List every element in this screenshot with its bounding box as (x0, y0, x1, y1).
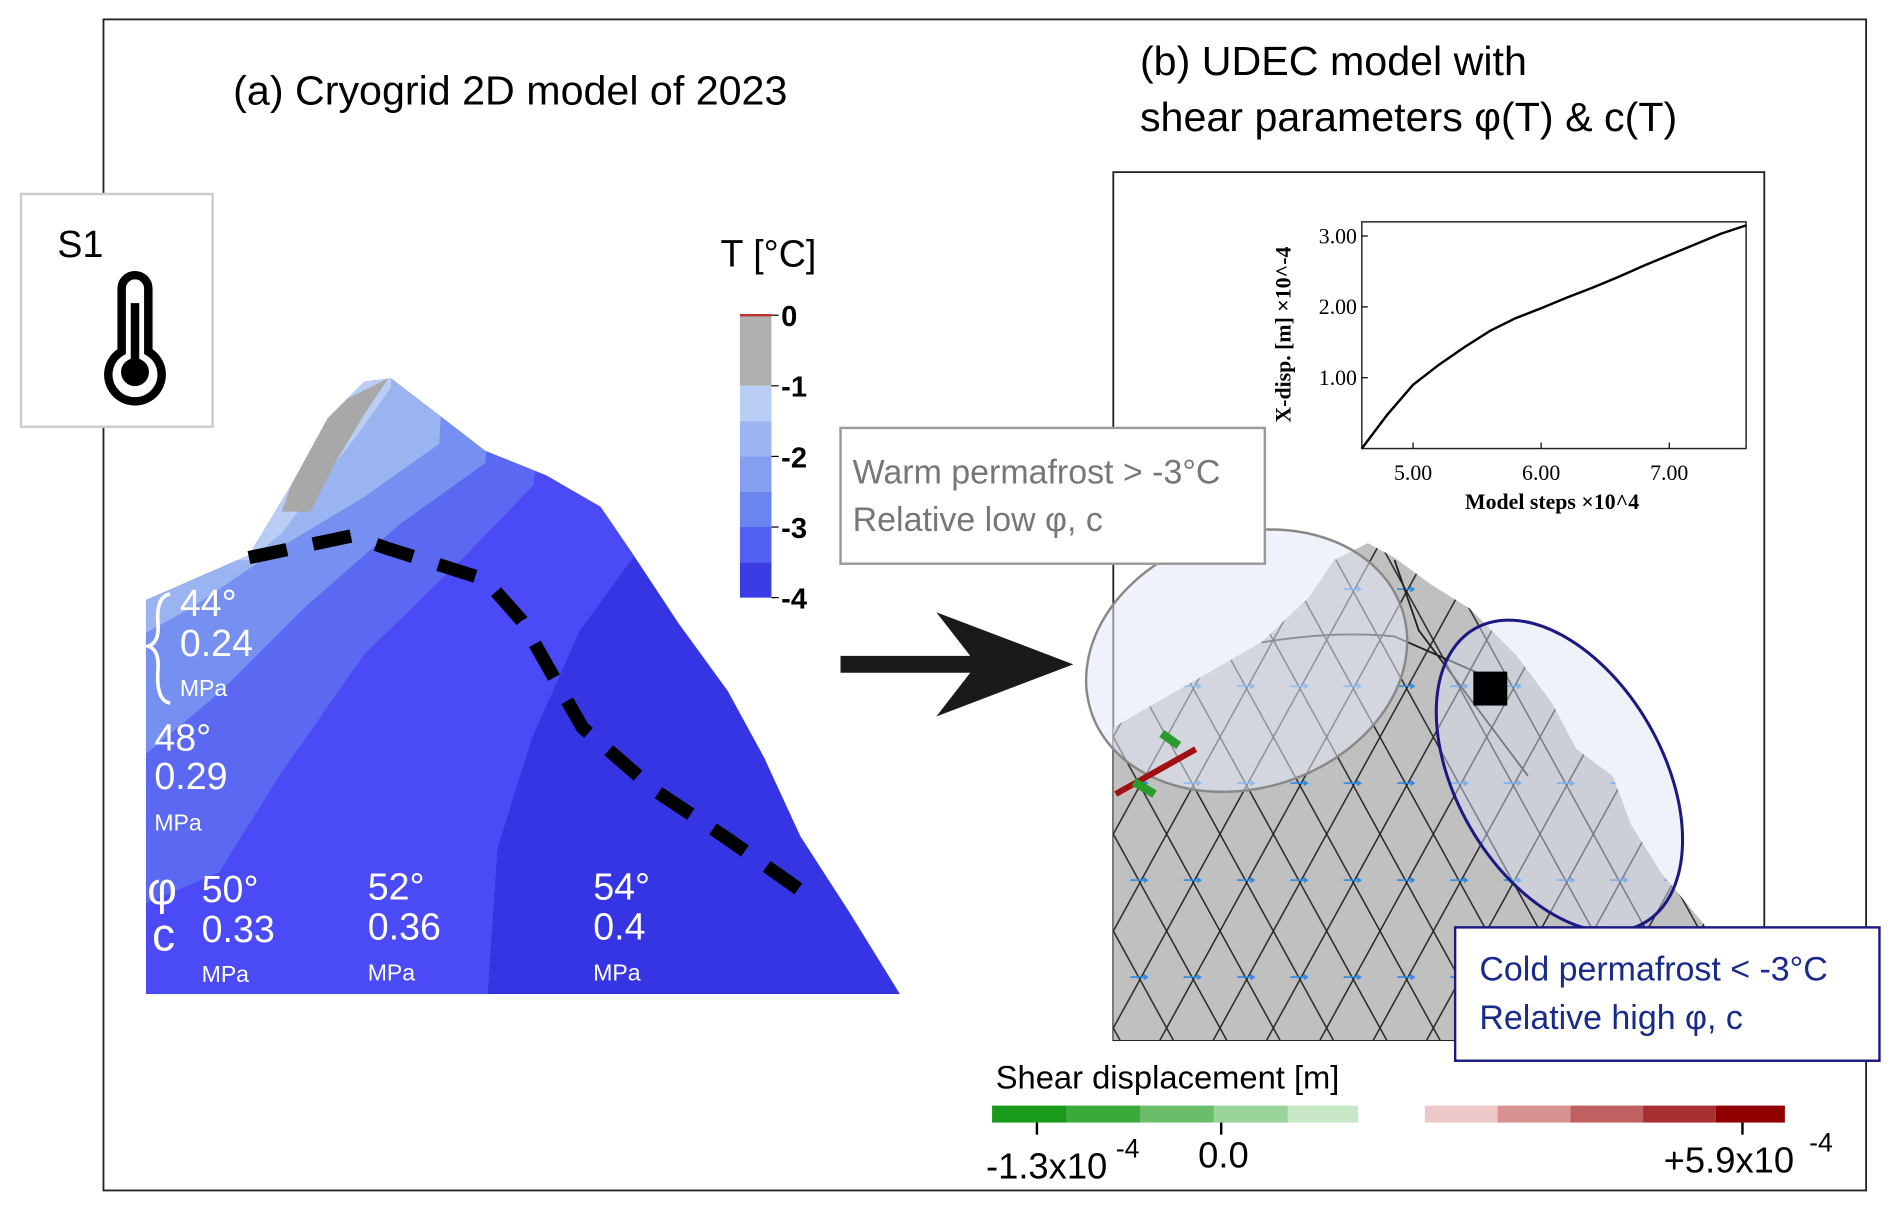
unit: MPa (180, 675, 228, 701)
colorbar-tick-label: -4 (781, 584, 808, 616)
c-value: 0.24 (180, 622, 253, 664)
shear-green (1159, 729, 1182, 750)
shear-tick-label: -1.3x10 (986, 1145, 1107, 1186)
temperature-colorbar: 0 -1 -2 -3 -4 (739, 301, 808, 616)
colorbar-band (739, 421, 772, 457)
c-value: 0.29 (154, 755, 227, 797)
colorbar-band (739, 315, 772, 386)
x-axis-label: Model steps ×10^4 (1465, 490, 1639, 514)
warm-text: Relative low φ, c (853, 501, 1103, 539)
panel-a-title: (a) Cryogrid 2D model of 2023 (233, 67, 787, 113)
phi-value: 54° (593, 866, 650, 908)
inset-chart: 5.00 6.00 7.00 1.00 2.00 3.00 (1319, 224, 1747, 485)
thermometer-icon (104, 270, 166, 406)
colorbar-band (739, 527, 772, 563)
cold-box (1453, 926, 1881, 1062)
shear-tick-exponent: -4 (1116, 1134, 1140, 1164)
phi-value: 52° (368, 866, 425, 908)
shear-tick-label: 0.0 (1198, 1134, 1249, 1175)
c-value: 0.33 (202, 908, 275, 950)
phi-value: 44° (180, 582, 237, 624)
brace (142, 592, 171, 705)
warm-box (839, 426, 1267, 565)
panel-b-title: shear parameters φ(T) & c(T) (1140, 94, 1677, 140)
c-value: 0.36 (368, 906, 441, 948)
y-tick-label: 1.00 (1319, 366, 1357, 390)
c-value: 0.4 (593, 906, 645, 948)
y-axis-label: X-disp. [m] ×10^-4 (1271, 247, 1295, 423)
warm-text: Warm permafrost > -3°C (853, 454, 1221, 492)
c-symbol: c (152, 908, 175, 960)
cold-text: Relative high φ, c (1479, 999, 1742, 1037)
temperature-field (145, 378, 900, 995)
colorbar-band (739, 562, 772, 598)
unit: MPa (368, 960, 416, 986)
colorbar-tick-label: -2 (781, 442, 807, 474)
colorbar-tick-label: 0 (781, 301, 797, 333)
y-tick-label: 3.00 (1319, 224, 1357, 248)
colorbar-band (739, 385, 772, 422)
colorbar-tick-label: -3 (781, 513, 807, 545)
phi-value: 50° (202, 868, 259, 910)
shear-colorbar-title: Shear displacement [m] (996, 1059, 1340, 1096)
shear-tick-exponent: -4 (1809, 1128, 1833, 1158)
colorbar-title: T [°C] (721, 233, 817, 275)
monitor-point (1473, 671, 1508, 706)
y-tick-label: 2.00 (1319, 295, 1357, 319)
arrow (840, 612, 1074, 717)
panel-b-title: (b) UDEC model with (1140, 38, 1527, 84)
colorbar-band (739, 456, 772, 492)
frame (102, 18, 1868, 1192)
shear-red (1114, 746, 1198, 797)
failure-plane (247, 528, 823, 909)
colorbar-tick-label: -1 (781, 372, 807, 404)
x-tick-label: 6.00 (1522, 461, 1560, 485)
phi-value: 48° (154, 716, 211, 758)
cold-text: Cold permafrost < -3°C (1479, 951, 1827, 989)
x-tick-label: 7.00 (1650, 461, 1688, 485)
data-line (1360, 224, 1747, 450)
x-tick-label: 5.00 (1394, 461, 1432, 485)
inset-plot (1361, 221, 1747, 450)
shear-green (1131, 778, 1157, 798)
colorbar-band (739, 491, 772, 528)
unit: MPa (593, 960, 641, 986)
scenario-label: S1 (57, 223, 103, 265)
phi-symbol: φ (147, 862, 177, 914)
shear-colorbar (992, 1105, 1785, 1123)
shear-tick-label: +5.9x10 (1664, 1139, 1794, 1180)
unit: MPa (202, 961, 250, 987)
unit: MPa (154, 809, 202, 835)
